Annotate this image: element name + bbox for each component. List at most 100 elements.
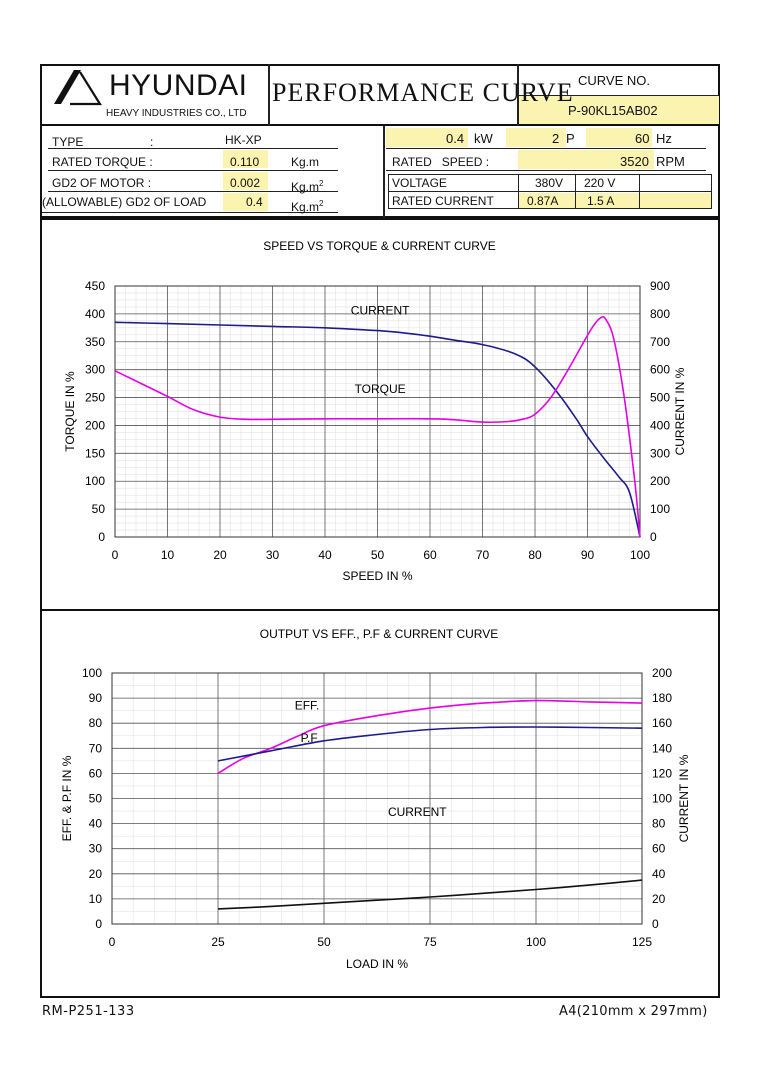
voltage-value-1: 380V xyxy=(535,176,564,190)
unit-superscript: 2 xyxy=(319,179,324,188)
spec-line-4 xyxy=(42,212,338,213)
type-value: HK-XP xyxy=(225,133,262,147)
rated-torque-value: 0.110 xyxy=(230,155,260,169)
chart1-annotation-current: CURRENT xyxy=(351,303,410,317)
chart1-title: SPEED VS TORQUE & CURRENT CURVE xyxy=(263,239,496,253)
rated-torque-label: RATED TORQUE : xyxy=(52,155,153,169)
chart2-y2-tick-label: 160 xyxy=(652,716,672,730)
chart2-x-tick-label: 0 xyxy=(109,935,116,949)
chart2-y-tick-label: 50 xyxy=(89,792,103,806)
chart2-x-axis-label: LOAD IN % xyxy=(346,957,408,971)
chart1-y-tick-label: 250 xyxy=(85,391,105,405)
rated-speed-label: RATED SPEED : xyxy=(392,155,490,169)
chart2-title: OUTPUT VS EFF., P.F & CURRENT CURVE xyxy=(260,627,499,641)
curve-no-value: P-90KL15AB02 xyxy=(568,103,658,118)
rated-torque-unit: Kg.m xyxy=(291,155,320,169)
chart1-x-tick-label: 20 xyxy=(213,548,227,562)
chart1-x-tick-label: 90 xyxy=(581,548,595,562)
spec-right-line-2 xyxy=(386,170,706,171)
chart2-y-axis-label: EFF. & P.F IN % xyxy=(60,755,74,841)
chart1-x-tick-label: 100 xyxy=(630,548,650,562)
chart2-x-tick-label: 125 xyxy=(632,935,652,949)
chart1-y2-tick-label: 600 xyxy=(650,363,670,377)
curve-no-label: CURVE NO. xyxy=(578,73,650,88)
chart2-series-p-f-line xyxy=(217,726,643,762)
type-label: TYPE xyxy=(52,135,84,149)
chart2-y-tick-label: 70 xyxy=(89,741,103,755)
chart2-y2-tick-label: 60 xyxy=(652,842,666,856)
chart1-y2-tick-label: 700 xyxy=(650,335,670,349)
chart2-y-tick-label: 30 xyxy=(89,842,103,856)
voltage-table-col-1 xyxy=(518,174,519,209)
chart1-x-tick-label: 0 xyxy=(112,548,119,562)
chart2-y2-tick-label: 80 xyxy=(652,817,666,831)
chart2-series-current-line xyxy=(217,879,643,910)
page-title: PERFORMANCE CURVE xyxy=(272,78,574,107)
rated-current-label: RATED CURRENT xyxy=(392,194,494,208)
chart2-y2-axis-label: CURRENT IN % xyxy=(677,754,691,842)
spec-line-2 xyxy=(48,170,338,171)
chart2-annotation-current: CURRENT xyxy=(388,805,447,819)
chart1-y2-tick-label: 200 xyxy=(650,474,670,488)
chart1-x-tick-label: 70 xyxy=(476,548,490,562)
voltage-table-mid xyxy=(388,191,712,192)
chart1-y-tick-label: 300 xyxy=(85,363,105,377)
chart2-series-eff-line xyxy=(217,699,643,775)
unit-superscript: 2 xyxy=(319,199,324,208)
gd2-motor-unit: Kg.m2 xyxy=(291,179,324,194)
chart1-x-tick-label: 10 xyxy=(161,548,175,562)
chart1-y2-tick-label: 500 xyxy=(650,391,670,405)
chart1-plot-area xyxy=(114,285,641,538)
chart2-y-tick-label: 20 xyxy=(89,867,103,881)
power-unit: kW xyxy=(474,131,493,146)
header-frame xyxy=(40,64,720,126)
chart2-y2-tick-label: 100 xyxy=(652,792,672,806)
document-number: RM-P251-133 xyxy=(42,1004,135,1019)
rated-current-value-2: 1.5 A xyxy=(587,194,615,208)
voltage-value-2: 220 V xyxy=(584,176,616,190)
chart1-y-tick-label: 100 xyxy=(85,474,105,488)
chart2-y2-tick-label: 20 xyxy=(652,892,666,906)
chart1-y2-tick-label: 800 xyxy=(650,307,670,321)
chart1-series-current-line xyxy=(114,321,641,538)
spec-divider xyxy=(383,126,385,218)
voltage-table-col-2 xyxy=(575,174,576,209)
chart2-x-tick-label: 25 xyxy=(211,935,225,949)
poles-value: 2 xyxy=(552,131,560,146)
company-name: HEAVY INDUSTRIES CO., LTD xyxy=(106,108,247,119)
spec-line-3 xyxy=(48,191,338,192)
chart1-y-tick-label: 50 xyxy=(92,502,106,516)
gd2-motor-value: 0.002 xyxy=(230,176,261,190)
chart1-x-axis-label: SPEED IN % xyxy=(342,569,412,583)
gd2-motor-label: GD2 OF MOTOR : xyxy=(52,176,152,190)
chart2-annotation-eff: EFF. xyxy=(295,698,320,712)
chart1-y-tick-label: 450 xyxy=(85,279,105,293)
chart1-y2-axis-label: CURRENT IN % xyxy=(673,367,687,455)
chart2-y-tick-label: 60 xyxy=(89,766,103,780)
rated-torque-highlight xyxy=(223,150,268,168)
chart1-y2-tick-label: 400 xyxy=(650,418,670,432)
chart1-y2-tick-label: 0 xyxy=(650,530,657,544)
chart1-y-tick-label: 200 xyxy=(85,418,105,432)
spec-right-line-1 xyxy=(386,148,706,149)
chart1-x-tick-label: 40 xyxy=(318,548,332,562)
rated-speed-value: 3520 xyxy=(620,154,649,169)
chart2-x-tick-label: 75 xyxy=(423,935,437,949)
chart2-y2-tick-label: 180 xyxy=(652,691,672,705)
gd2-load-unit: Kg.m2 xyxy=(291,199,324,214)
header-divider-1 xyxy=(268,64,270,126)
power-value: 0.4 xyxy=(446,131,465,146)
chart2-x-tick-label: 100 xyxy=(526,935,546,949)
rated-speed-unit: RPM xyxy=(656,154,685,169)
chart1-y2-tick-label: 300 xyxy=(650,446,670,460)
chart1-y-tick-label: 350 xyxy=(85,335,105,349)
chart1-y-tick-label: 0 xyxy=(98,530,105,544)
chart2-y2-tick-label: 140 xyxy=(652,741,672,755)
chart1-y-tick-label: 400 xyxy=(85,307,105,321)
chart2-y2-tick-label: 120 xyxy=(652,766,672,780)
type-colon: : xyxy=(150,135,154,149)
paper-size: A4(210mm x 297mm) xyxy=(559,1004,708,1019)
gd2-load-value: 0.4 xyxy=(246,195,263,209)
spec-frame xyxy=(40,126,720,218)
rated-speed-highlight xyxy=(518,150,654,169)
